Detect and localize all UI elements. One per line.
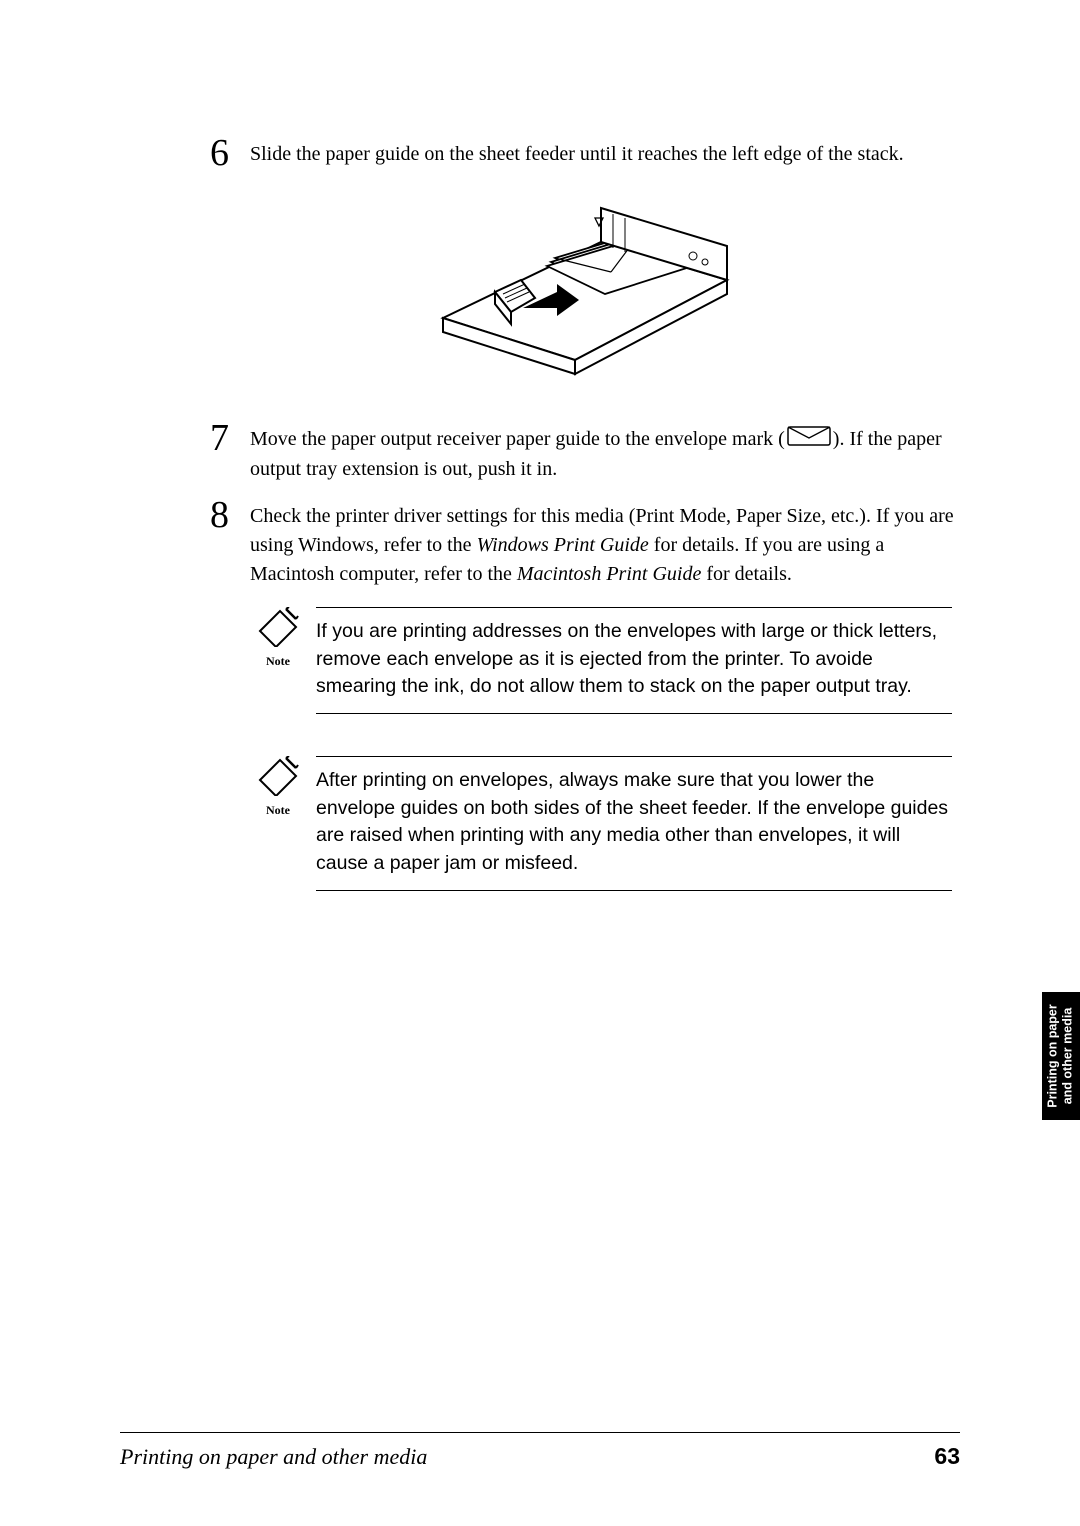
step-6-number: 6 [210, 134, 250, 172]
footer-page-number: 63 [934, 1443, 960, 1470]
step-8-italic-a: Windows Print Guide [477, 534, 649, 556]
note-2-icon: Note [250, 756, 306, 818]
note-1-icon: Note [250, 607, 306, 669]
step-8-italic-b: Macintosh Print Guide [517, 563, 701, 585]
side-tab-line1: Printing on paper [1046, 1004, 1060, 1107]
step-8-text-c: for details. [701, 563, 792, 585]
note-1: Note If you are printing addresses on th… [250, 607, 960, 714]
page-footer: Printing on paper and other media 63 [120, 1432, 960, 1470]
spacer [210, 714, 960, 742]
sheet-feeder-figure [210, 200, 960, 385]
step-7-text: Move the paper output receiver paper gui… [250, 425, 960, 484]
note-icon-svg-2 [256, 756, 300, 796]
envelope-mark-icon [787, 426, 831, 455]
footer-title: Printing on paper and other media [120, 1444, 427, 1470]
step-8: 8 Check the printer driver settings for … [210, 502, 960, 589]
step-7-text-a: Move the paper output receiver paper gui… [250, 428, 785, 450]
step-8-text: Check the printer driver settings for th… [250, 502, 960, 589]
side-tab-text: Printing on paper and other media [1046, 1004, 1076, 1107]
note-2-text: After printing on envelopes, always make… [316, 756, 952, 891]
sheet-feeder-illustration [425, 200, 745, 380]
step-6-text: Slide the paper guide on the sheet feede… [250, 140, 960, 169]
step-7-number: 7 [210, 419, 250, 457]
note-1-text: If you are printing addresses on the env… [316, 607, 952, 714]
side-tab-line2: and other media [1061, 1008, 1075, 1105]
note-1-label: Note [250, 654, 306, 669]
step-6: 6 Slide the paper guide on the sheet fee… [210, 140, 960, 172]
step-7: 7 Move the paper output receiver paper g… [210, 425, 960, 484]
side-tab: Printing on paper and other media [1042, 992, 1080, 1120]
note-2: Note After printing on envelopes, always… [250, 756, 960, 891]
note-2-label: Note [250, 803, 306, 818]
step-8-number: 8 [210, 496, 250, 534]
note-icon-svg [256, 607, 300, 647]
